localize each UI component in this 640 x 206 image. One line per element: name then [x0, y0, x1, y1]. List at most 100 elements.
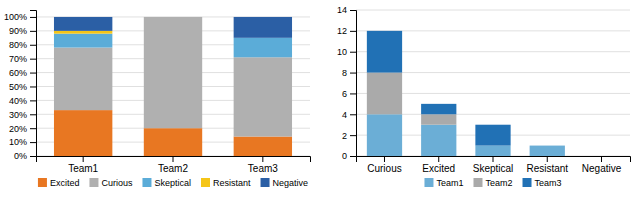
tick-label: 80% — [9, 40, 27, 50]
bar — [54, 48, 112, 111]
tick-label: Team2 — [158, 163, 188, 174]
legend-item: Excited — [38, 178, 80, 188]
tick-label: 10% — [9, 137, 27, 147]
tick-mark — [350, 10, 356, 11]
tick: Excited — [422, 156, 455, 174]
legend-swatch — [424, 178, 433, 187]
series — [54, 17, 292, 38]
tick: 2 — [342, 131, 356, 141]
legend-swatch — [261, 178, 270, 187]
bar — [475, 125, 510, 146]
bar — [54, 34, 112, 48]
chart-root: 0%10%20%30%40%50%60%70%80%90%100%Team1Te… — [0, 0, 640, 206]
bar — [144, 16, 202, 17]
tick-label: 2 — [342, 131, 347, 141]
tick: 30% — [9, 110, 36, 120]
bar — [54, 110, 112, 156]
bar — [530, 145, 565, 146]
y-axis: 0%10%20%30%40%50%60%70%80%90%100% — [4, 11, 37, 162]
bars — [367, 31, 565, 156]
legend-swatch — [201, 178, 210, 187]
legend-swatch — [473, 178, 482, 187]
series — [367, 114, 565, 156]
tick-label: 100% — [4, 12, 27, 22]
legend-label: Skeptical — [154, 178, 191, 188]
tick: 8 — [342, 68, 356, 78]
tick: Resistant — [526, 156, 568, 174]
legend-label: Team3 — [535, 178, 562, 188]
axis-line — [37, 157, 311, 163]
bar — [234, 17, 292, 38]
tick-mark — [30, 128, 36, 129]
bar — [475, 146, 510, 156]
tick-label: 60% — [9, 68, 27, 78]
bar — [234, 38, 292, 57]
tick: 40% — [9, 96, 36, 106]
tick: Negative — [582, 156, 622, 174]
legend-label: Resistant — [213, 178, 251, 188]
bar — [421, 125, 456, 156]
tick: 0 — [342, 151, 356, 161]
legend-label: Team1 — [436, 178, 463, 188]
panel: 0 2 4 6 8 10 12 14 Curious Excited Skeptical Resist… — [337, 5, 631, 188]
legend-label: Negative — [273, 178, 309, 188]
tick-label: 14 — [337, 5, 347, 15]
tick-mark — [30, 100, 36, 101]
tick-label: 12 — [337, 26, 347, 36]
bar — [584, 156, 619, 157]
tick-mark — [350, 73, 356, 74]
tick-label: Team1 — [68, 163, 98, 174]
tick-label: Skeptical — [473, 163, 514, 174]
tick-label: Team3 — [248, 163, 278, 174]
tick-label: 4 — [342, 110, 347, 120]
tick-label: 6 — [342, 89, 347, 99]
tick-mark — [30, 114, 36, 115]
grid-line — [356, 10, 630, 11]
bar — [144, 16, 202, 17]
tick-label: 40% — [9, 96, 27, 106]
tick: 14 — [337, 5, 356, 15]
tick-mark — [493, 156, 494, 162]
bar — [234, 57, 292, 136]
tick-label: 10 — [337, 47, 347, 57]
tick: Skeptical — [473, 156, 514, 174]
bar — [584, 156, 619, 157]
legend-item: Team1 — [424, 178, 463, 188]
axis-line — [357, 157, 631, 163]
tick-mark — [350, 52, 356, 53]
tick-mark — [262, 156, 263, 162]
bar — [367, 73, 402, 115]
tick-label: 0 — [342, 151, 347, 161]
tick: 12 — [337, 26, 356, 36]
y-axis: 0 2 4 6 8 10 12 14 — [337, 5, 357, 161]
bar — [421, 114, 456, 124]
legend-item: Skeptical — [142, 178, 191, 188]
tick-mark — [30, 156, 36, 157]
legend-swatch — [142, 178, 151, 187]
legend-item: Negative — [261, 178, 309, 188]
legend-label: Excited — [50, 178, 80, 188]
tick-label: 20% — [9, 124, 27, 134]
bar — [144, 17, 202, 128]
bar — [421, 104, 456, 114]
tick-mark — [601, 156, 602, 162]
bars — [54, 17, 292, 156]
x-axis: Curious Excited Skeptical Resistant Negative — [357, 156, 631, 174]
tick-mark — [30, 59, 36, 60]
tick-mark — [350, 31, 356, 32]
legend-swatch — [38, 178, 47, 187]
series — [54, 31, 112, 34]
tick-label: Curious — [367, 163, 401, 174]
legend: ExcitedCuriousSkepticalResistantNegative — [38, 178, 308, 188]
bar — [54, 17, 112, 31]
tick: 6 — [342, 89, 356, 99]
tick-mark — [350, 93, 356, 94]
tick-mark — [350, 114, 356, 115]
tick-mark — [30, 73, 36, 74]
series — [367, 73, 457, 125]
series — [54, 17, 292, 137]
bar — [234, 137, 292, 156]
tick-mark — [547, 156, 548, 162]
tick-mark — [350, 156, 356, 157]
legend-item: Team3 — [523, 178, 562, 188]
